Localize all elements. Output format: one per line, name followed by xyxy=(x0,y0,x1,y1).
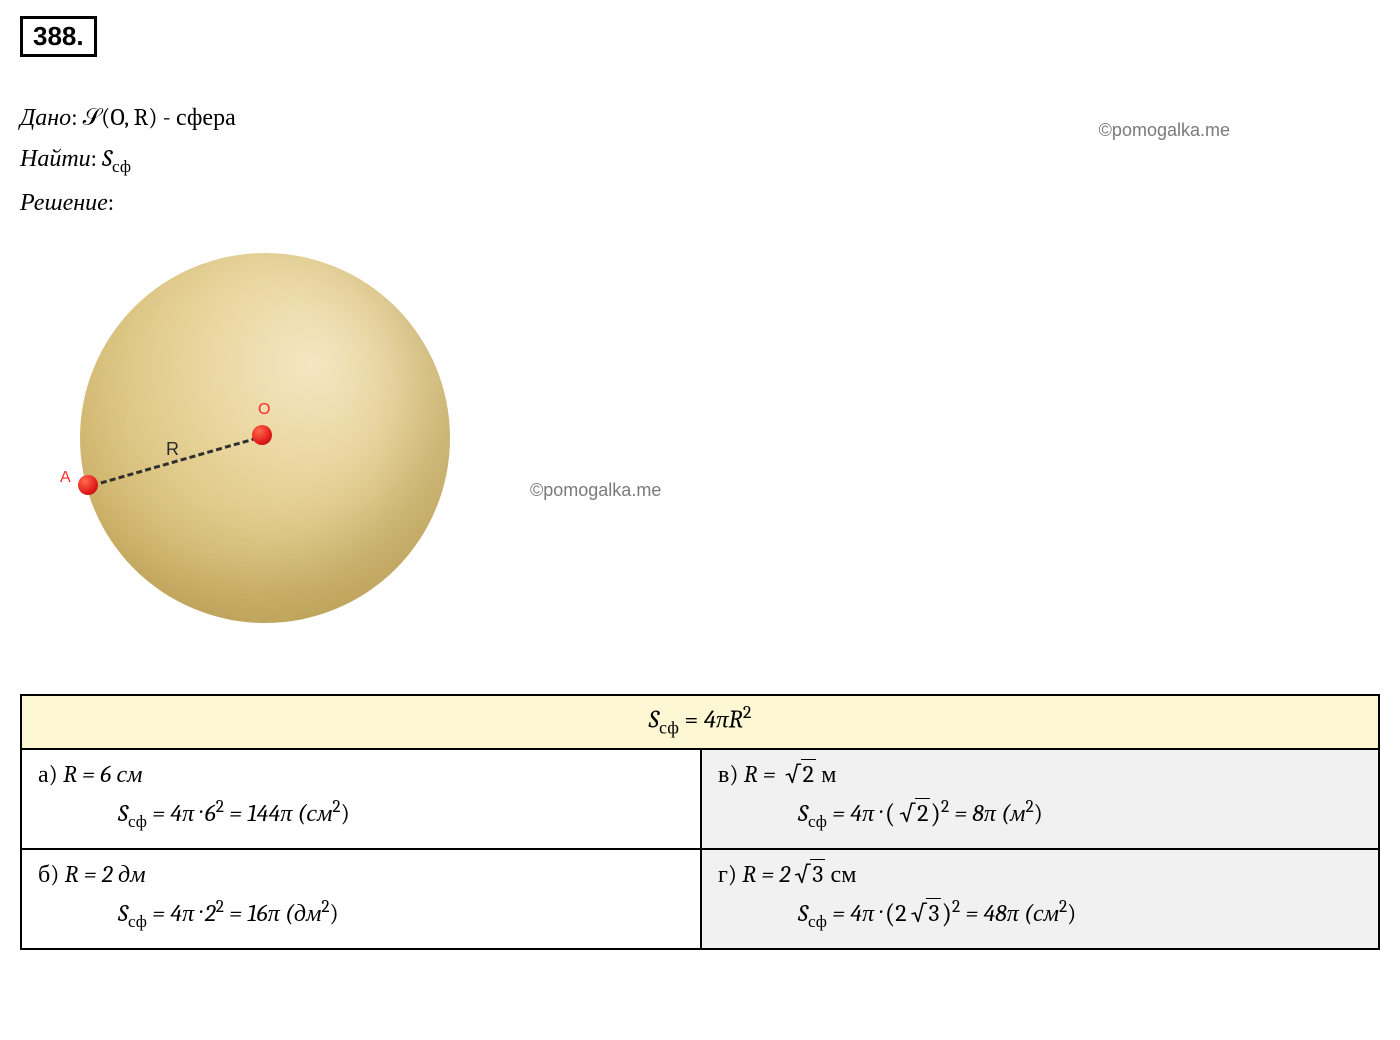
case-b: б) R = 2 дм Sсф = 4π · 22 = 16π (дм2) xyxy=(22,848,700,948)
formula-lhs: S xyxy=(649,705,659,734)
label-o: O xyxy=(258,401,270,419)
case-v-given: в) R = 2 м xyxy=(718,760,1362,789)
problem-header: Дано: 𝒮(O, R) - сфера Найти: Sсф Решение… xyxy=(20,97,1380,223)
case-b-given: б) R = 2 дм xyxy=(38,860,684,889)
point-a xyxy=(78,475,98,495)
problem-number: 388. xyxy=(20,16,97,57)
case-g: г) R = 23 см Sсф = 4π · (23)2 = 48π (см2… xyxy=(700,848,1378,948)
find-sub: сф xyxy=(112,157,131,177)
find-label: Найти xyxy=(20,144,91,172)
point-o xyxy=(252,425,272,445)
find-line: Найти: Sсф xyxy=(20,138,1380,182)
watermark: ©pomogalka.me xyxy=(1099,120,1230,141)
given-label: Дано xyxy=(20,103,71,131)
label-a: A xyxy=(60,469,71,487)
case-v: в) R = 2 м Sсф = 4π · (2)2 = 8π (м2) xyxy=(700,748,1378,848)
case-a-given: а) R = 6 см xyxy=(38,760,684,789)
cases-grid: а) R = 6 см Sсф = 4π · 62 = 144π (см2) в… xyxy=(22,748,1378,948)
watermark: ©pomogalka.me xyxy=(530,480,661,501)
sphere-diagram: A O R xyxy=(40,243,460,663)
formula-rhs: 4πR xyxy=(704,705,743,734)
given-text: 𝒮(O, R) - сфера xyxy=(83,103,236,131)
solution-table: Sсф = 4πR2 а) R = 6 см Sсф = 4π · 62 = 1… xyxy=(20,694,1380,950)
label-r: R xyxy=(166,439,179,460)
case-g-calc: Sсф = 4π · (23)2 = 48π (см2) xyxy=(718,897,1362,932)
case-a: а) R = 6 см Sсф = 4π · 62 = 144π (см2) xyxy=(22,748,700,848)
find-symbol: S xyxy=(102,144,112,172)
case-g-given: г) R = 23 см xyxy=(718,860,1362,889)
case-b-calc: Sсф = 4π · 22 = 16π (дм2) xyxy=(38,897,684,932)
solution-line: Решение: xyxy=(20,182,1380,223)
case-v-calc: Sсф = 4π · (2)2 = 8π (м2) xyxy=(718,797,1362,832)
formula-row: Sсф = 4πR2 xyxy=(22,696,1378,748)
case-a-calc: Sсф = 4π · 62 = 144π (см2) xyxy=(38,797,684,832)
solution-label: Решение xyxy=(20,188,108,216)
